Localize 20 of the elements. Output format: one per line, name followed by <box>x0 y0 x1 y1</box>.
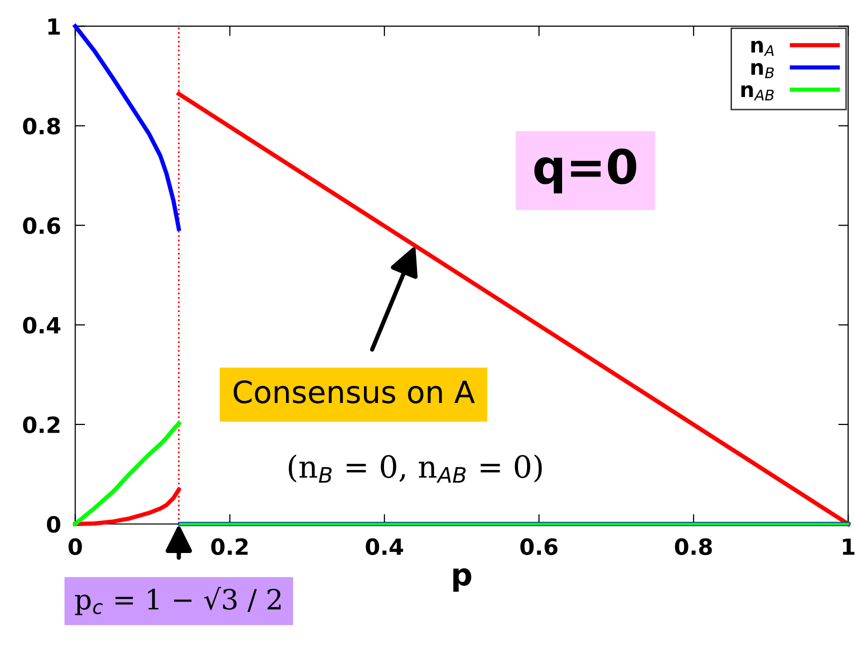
y-tick-label: 1 <box>48 18 60 35</box>
x-tick-label: 0.8 <box>674 538 712 556</box>
y-tick-label: 0.2 <box>23 416 60 434</box>
y-tick-label: 0 <box>46 516 60 533</box>
annotation: q=0 <box>534 148 636 194</box>
annotation: p$_{c}$ = 1 − √3 / 2 <box>75 586 281 616</box>
legend-label: n$_{A}$ <box>751 40 774 56</box>
legend-label: n$_{AB}$ <box>741 85 774 100</box>
y-tick-label: 0.6 <box>23 217 60 234</box>
y-tick-label: 0.8 <box>23 118 60 135</box>
annotation: (n$_{B}$ = 0, n$_{AB}$ = 0) <box>288 454 542 483</box>
annotation: Consensus on A <box>234 380 475 404</box>
x-tick-label: 0.2 <box>211 538 248 556</box>
y-tick-label: 0.4 <box>23 316 60 334</box>
x-tick-label: 0.4 <box>366 538 404 556</box>
x-tick-label: 1 <box>842 538 854 555</box>
x-tick-label: 0.6 <box>520 538 558 556</box>
legend-label: n$_{B}$ <box>751 63 774 78</box>
x-axis-title: p <box>453 568 472 592</box>
x-tick-label: 0 <box>68 538 82 556</box>
